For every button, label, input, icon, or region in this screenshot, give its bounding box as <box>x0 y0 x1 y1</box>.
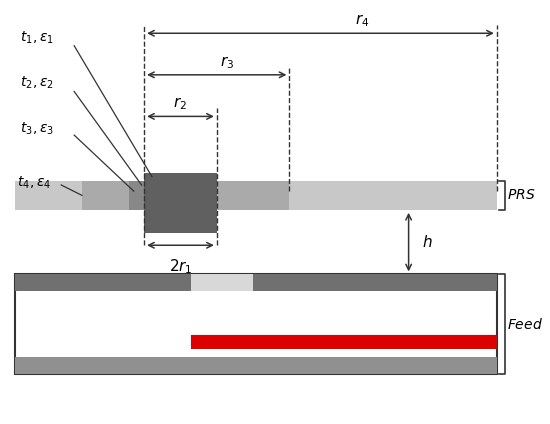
Text: $t_1, \varepsilon_1$: $t_1, \varepsilon_1$ <box>20 29 53 46</box>
Text: $t_2, \varepsilon_2$: $t_2, \varepsilon_2$ <box>20 75 53 91</box>
Bar <box>14 181 497 210</box>
Text: $r_3$: $r_3$ <box>220 54 234 71</box>
Text: $2r_1$: $2r_1$ <box>169 258 192 276</box>
Text: $Feed$: $Feed$ <box>507 317 543 332</box>
Text: $t_3, \varepsilon_3$: $t_3, \varepsilon_3$ <box>20 121 54 137</box>
Bar <box>144 173 217 233</box>
Bar <box>82 181 289 210</box>
Bar <box>14 274 497 291</box>
Bar <box>191 274 253 291</box>
Bar <box>191 335 497 349</box>
Bar <box>14 357 497 374</box>
Text: $h$: $h$ <box>422 234 432 250</box>
Text: $PRS$: $PRS$ <box>507 188 536 202</box>
Text: $t_4, \varepsilon_4$: $t_4, \varepsilon_4$ <box>17 175 51 191</box>
Bar <box>129 181 217 210</box>
Text: $r_4$: $r_4$ <box>355 12 369 29</box>
Bar <box>14 274 497 374</box>
Text: $r_2$: $r_2$ <box>173 95 188 112</box>
